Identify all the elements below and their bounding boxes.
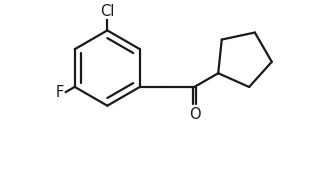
Text: Cl: Cl — [100, 4, 114, 19]
Text: F: F — [56, 85, 64, 100]
Text: O: O — [189, 106, 200, 122]
